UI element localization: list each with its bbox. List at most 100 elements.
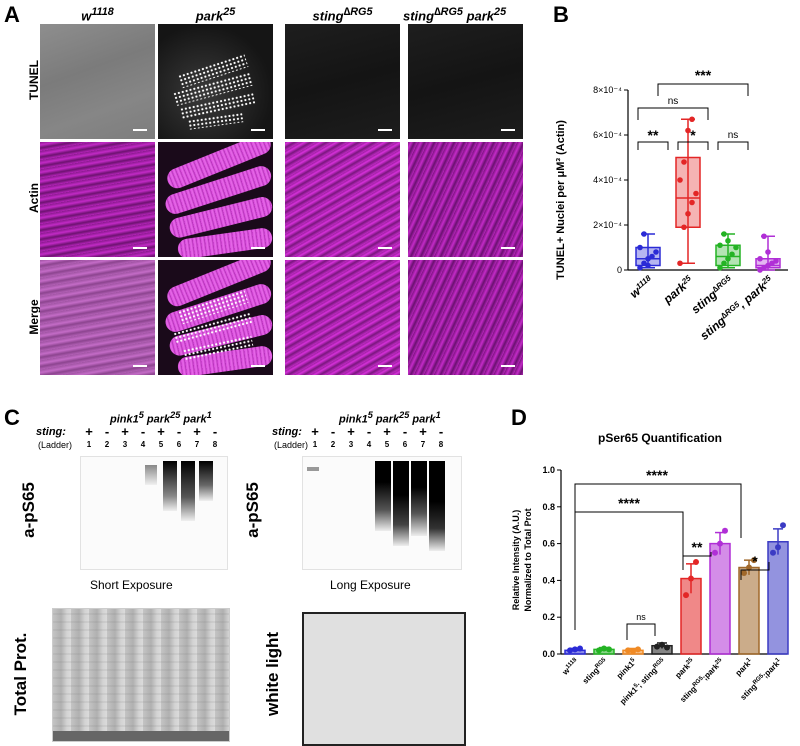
bar-point: [606, 646, 612, 653]
micrograph-tunel-sting: [285, 24, 400, 139]
bar-point: [770, 549, 776, 556]
bar-point: [601, 645, 607, 652]
bar-point: [751, 557, 757, 564]
box-point: [761, 233, 767, 240]
bar-point: [688, 575, 694, 582]
bar-sig-label-0: ****: [646, 467, 668, 483]
row-head-tunel: TUNEL: [27, 60, 41, 100]
left-blot-title: a-pS65: [19, 482, 38, 538]
bar-xlabel: park25: [673, 657, 697, 681]
right-sign-6: -: [402, 424, 408, 439]
bar-sig-label-4: ns: [636, 612, 646, 622]
sig-label-2: **: [648, 127, 659, 143]
micrograph-merge-park25: [158, 260, 273, 375]
box-point: [721, 260, 727, 267]
bar-point: [780, 522, 786, 529]
right-sign-8: -: [438, 424, 444, 439]
box-plot-ylabel: TUNEL+ Nuclei per μM³ (Actin): [555, 120, 567, 280]
box-ytick-label: 0: [617, 265, 622, 275]
box-point: [725, 255, 731, 262]
box-point: [757, 255, 763, 262]
left-genotype-header: pink15 park25 park1: [110, 410, 212, 426]
left-sign-8: -: [212, 424, 218, 439]
bar-ytick-label: 0.8: [542, 502, 555, 512]
box-xlabel: w1118: [627, 273, 657, 301]
micrograph-merge-sting-park25: [408, 260, 523, 375]
micrograph-actin-w1118: [40, 142, 155, 257]
bar-sig-label-2: **: [692, 539, 703, 555]
box-xlabel: park25: [660, 273, 697, 307]
left-lane-number-8: 8: [212, 440, 218, 449]
sig-label-4: ns: [728, 130, 739, 141]
row-head-merge: Merge: [27, 299, 41, 335]
bar-sig-label-1: ****: [618, 495, 640, 511]
micrograph-tunel-park25: [158, 24, 273, 139]
sig-label-1: ns: [668, 96, 679, 107]
bar-xlabel: park1: [734, 657, 755, 678]
column-head-park25: park25: [195, 6, 236, 24]
micrograph-tunel-w1118: [40, 24, 155, 139]
total-protein-gel: [52, 608, 230, 742]
total-prot-label: Total Prot.: [11, 632, 30, 716]
left-lane-number-6: 6: [176, 440, 182, 449]
box-point: [773, 258, 779, 264]
micrograph-actin-park25: [158, 142, 273, 257]
box-xlabel: sting∆RG5, park25: [697, 273, 776, 343]
left-lane-number-4: 4: [140, 440, 146, 449]
bar-point: [572, 646, 578, 653]
box-point: [729, 251, 735, 258]
box-ytick-label: 8×10⁻⁴: [593, 85, 622, 95]
right-lane-number-1: 1: [312, 440, 318, 449]
bar-point: [577, 645, 583, 652]
bar-xlabel: stingRG5: [581, 657, 610, 686]
right-lane-number-4: 4: [366, 440, 372, 449]
box-point: [725, 237, 731, 244]
left-sign-6: -: [176, 424, 182, 439]
tunel-box-plot: TUNEL+ Nuclei per μM³ (Actin) 0 2×10⁻⁴ 4×1…: [555, 67, 788, 343]
bar-ytick-label: 1.0: [542, 465, 555, 475]
bar: [738, 566, 760, 655]
right-lane-number-7: 7: [420, 440, 426, 449]
bar-ytick-label: 0.0: [542, 649, 555, 659]
left-sign-5: +: [157, 424, 165, 439]
bar-point: [664, 644, 670, 651]
box-point: [689, 116, 695, 123]
box-point: [685, 210, 691, 217]
box-point: [733, 244, 739, 251]
bar-point: [741, 570, 747, 577]
box-point: [677, 177, 683, 183]
box-ytick-label: 4×10⁻⁴: [593, 175, 622, 185]
significance-brackets: [637, 83, 749, 150]
bar-point: [693, 559, 699, 565]
right-sting-label: sting:: [272, 426, 302, 438]
bar-ytick-label: 0.4: [542, 575, 555, 585]
bar-point: [625, 647, 631, 654]
left-sign-4: -: [140, 424, 146, 439]
right-lane-number-2: 2: [330, 440, 336, 449]
panel-b-letter: B: [553, 2, 569, 27]
bar-point: [722, 527, 728, 534]
bar-point: [775, 544, 781, 551]
panel-d-letter: D: [511, 405, 527, 430]
micrograph-actin-sting: [285, 142, 400, 257]
left-lane-number-3: 3: [122, 440, 128, 449]
column-head-sting-park25: sting∆RG5 park25: [403, 6, 507, 24]
box-point: [689, 199, 695, 206]
box-point: [685, 127, 691, 134]
bar-point: [630, 648, 636, 655]
left-ladder-label: (Ladder): [38, 440, 73, 450]
bar-ytick-label: 0.6: [542, 539, 555, 549]
bar: [767, 541, 789, 655]
right-sign-3: +: [347, 424, 355, 439]
box-point: [637, 244, 643, 251]
left-lane-number-2: 2: [104, 440, 110, 449]
box-point: [653, 249, 659, 255]
bar-chart-ylabel-1: Relative Intensity (A.U.): [511, 510, 521, 611]
box-point: [681, 224, 687, 231]
blot-short-exposure: [80, 456, 228, 570]
left-sign-3: +: [121, 424, 129, 439]
right-sign-7: +: [419, 424, 427, 439]
blot-long-exposure: [302, 456, 462, 570]
right-ladder-label: (Ladder): [274, 440, 309, 450]
box-point: [681, 159, 687, 165]
